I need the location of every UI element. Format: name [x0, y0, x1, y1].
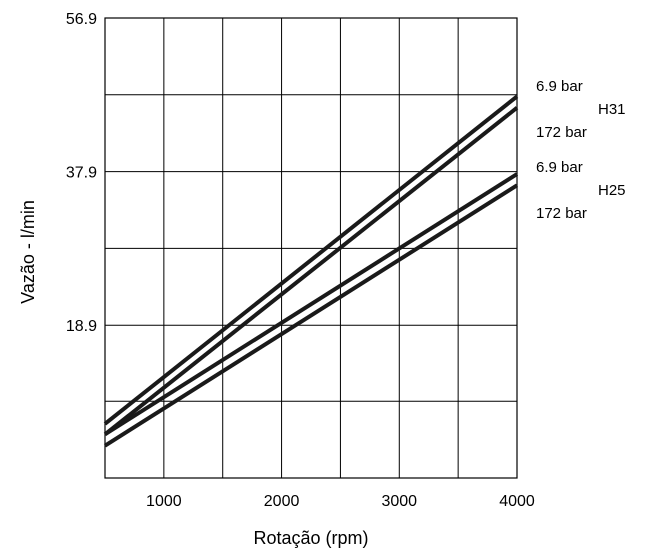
plot-frame: [104, 17, 518, 479]
y-axis-title: Vazão - l/min: [18, 200, 38, 304]
y-tick-label: 56.9: [66, 11, 97, 28]
y-tick-label: 18.9: [66, 318, 97, 335]
x-tick-label: 2000: [264, 493, 300, 510]
group-label: H25: [598, 182, 626, 199]
series-label: 6.9 bar: [536, 78, 583, 95]
series-line: [103, 172, 519, 437]
series-line: [103, 106, 519, 436]
x-tick-label: 1000: [146, 493, 182, 510]
group-label: H31: [598, 101, 626, 118]
series-lines: [103, 94, 519, 448]
series-line: [103, 183, 519, 448]
series-label: 172 bar: [536, 124, 587, 141]
x-tick-label: 3000: [381, 493, 417, 510]
x-axis-title: Rotação (rpm): [253, 528, 368, 548]
series-label: 172 bar: [536, 205, 587, 222]
y-tick-label: 37.9: [66, 165, 97, 182]
grid: [105, 18, 517, 478]
series-labels: 6.9 bar 172 bar 6.9 bar 172 bar H31 H25: [536, 78, 626, 222]
tick-labels: 1000 2000 3000 4000 18.9 37.9 56.9: [66, 11, 535, 510]
x-tick-label: 4000: [499, 493, 535, 510]
series-line: [103, 94, 519, 426]
series-label: 6.9 bar: [536, 159, 583, 176]
